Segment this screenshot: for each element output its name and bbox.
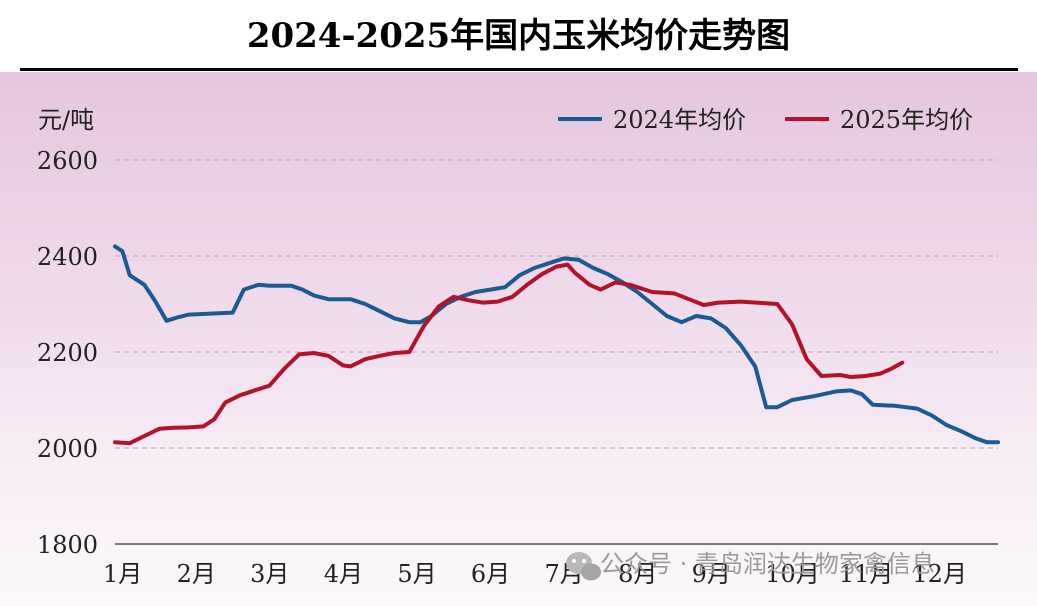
- x-tick-label: 4月: [324, 560, 363, 588]
- series-lines: [113, 244, 1000, 446]
- y-tick-label: 2200: [37, 339, 98, 367]
- legend: 2024年均价 2025年均价: [558, 106, 973, 134]
- title-divider: [20, 68, 1018, 71]
- x-tick-label: 11月: [839, 560, 894, 588]
- x-tick-label: 5月: [397, 560, 436, 588]
- series-line-2025: [113, 262, 905, 446]
- x-tick-label: 10月: [765, 560, 820, 588]
- x-tick-label: 6月: [471, 560, 510, 588]
- chart-title: 2024-2025年国内玉米均价走势图: [246, 16, 791, 56]
- x-tick-label: 9月: [692, 560, 731, 588]
- watermark-text: 公众号 · 青岛润达生物家禽信息: [600, 550, 935, 578]
- x-tick-label: 8月: [618, 560, 657, 588]
- x-tick-label: 12月: [912, 560, 967, 588]
- x-axis-ticks: 1月 2月 3月 4月 5月 6月 7月 8月 9月 10月 11月 12月: [103, 560, 967, 588]
- plot-background: [0, 72, 1037, 606]
- y-tick-label: 2600: [37, 147, 98, 175]
- x-tick-label: 2月: [177, 560, 216, 588]
- series-line-2024: [113, 244, 1000, 445]
- y-axis-unit-label: 元/吨: [38, 106, 94, 134]
- wechat-icon: [566, 552, 601, 581]
- legend-label: 2024年均价: [613, 106, 746, 134]
- legend-label: 2025年均价: [840, 106, 973, 134]
- x-tick-label: 1月: [103, 560, 142, 588]
- grid-lines: [115, 159, 998, 449]
- y-tick-label: 2400: [37, 243, 98, 271]
- y-axis-ticks: 1800 2000 2200 2400 2600: [37, 147, 98, 559]
- y-tick-label: 2000: [37, 435, 98, 463]
- watermark: 公众号 · 青岛润达生物家禽信息: [566, 550, 935, 581]
- x-tick-label: 3月: [250, 560, 289, 588]
- y-tick-label: 1800: [37, 531, 98, 559]
